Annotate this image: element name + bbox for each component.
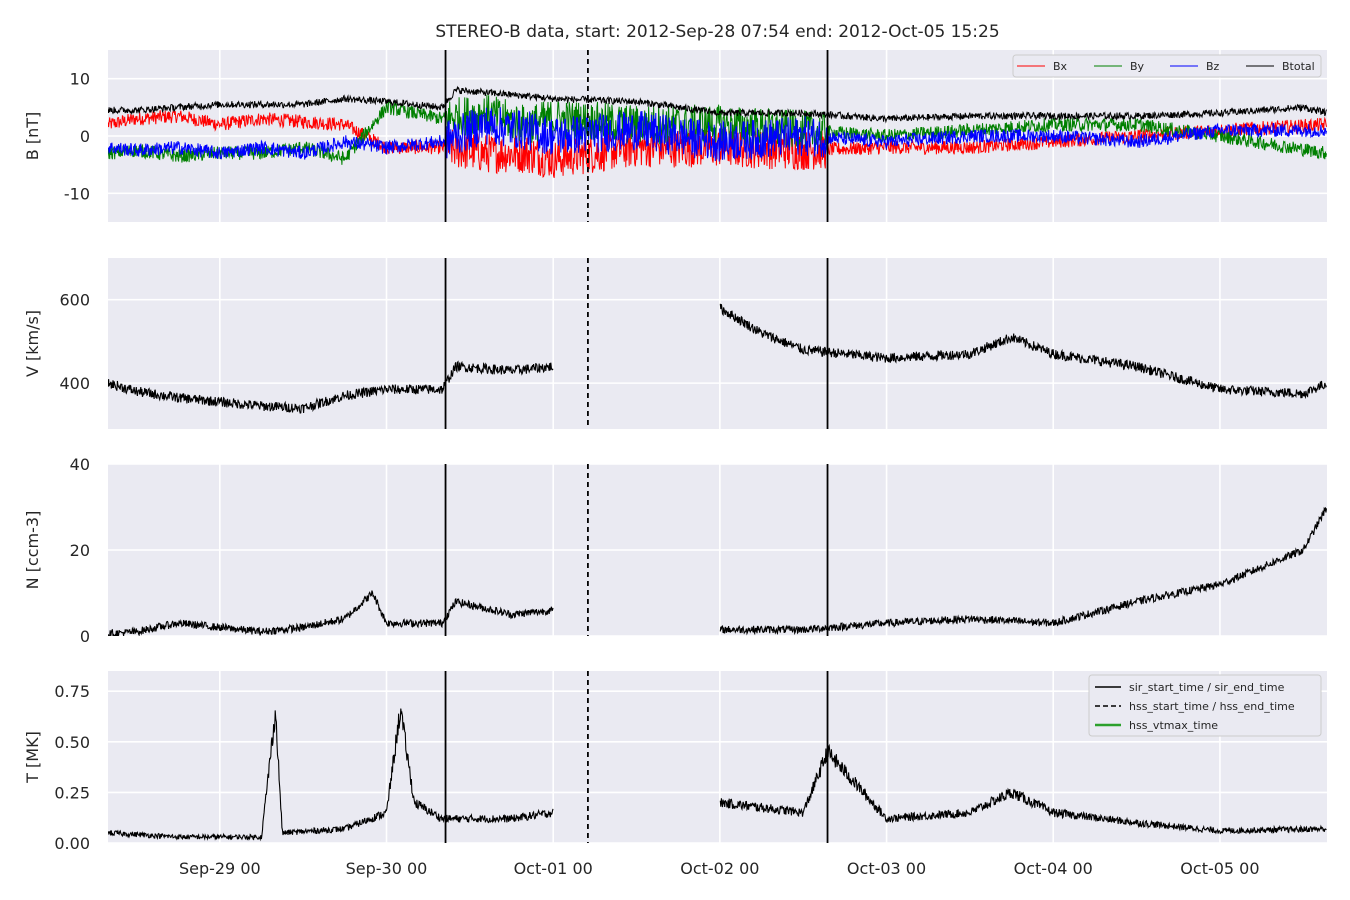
panel-T-ytick-label: 0.00 [54, 834, 90, 853]
x-tick-label: Oct-02 00 [680, 859, 759, 878]
panel-T-ytick-label: 0.50 [54, 733, 90, 752]
legend-b-label-bx: Bx [1053, 60, 1068, 73]
x-tick-label: Sep-29 00 [179, 859, 261, 878]
panel-T-ylabel: T [MK] [23, 731, 42, 784]
panel-N-ytick-label: 20 [70, 541, 90, 560]
panel-B-series-bz-line [108, 107, 1327, 162]
legend-b-box [1012, 54, 1322, 78]
panel-N-ytick-label: 0 [80, 627, 90, 646]
x-tick-label: Oct-05 00 [1180, 859, 1259, 878]
x-tick-label: Sep-30 00 [346, 859, 428, 878]
legend-b-label-bz: Bz [1206, 60, 1220, 73]
panel-T-ytick-label: 0.75 [54, 682, 90, 701]
panel-B-ytick-label: 10 [70, 70, 90, 89]
panel-T-series-t-line [108, 708, 1327, 842]
x-tick-label: Oct-04 00 [1014, 859, 1093, 878]
legend-b-label-btotal: Btotal [1282, 60, 1315, 73]
panel-N-ytick-label: 40 [70, 455, 90, 474]
legend-events-label-2: hss_vtmax_time [1129, 719, 1218, 732]
legend-b-label-by: By [1130, 60, 1145, 73]
panel-B-ytick-label: 0 [80, 127, 90, 146]
legend-events-label-1: hss_start_time / hss_end_time [1129, 700, 1295, 713]
legend-events-box [1088, 674, 1322, 737]
panel-V-ylabel: V [km/s] [23, 310, 42, 377]
panel-N-series-n-line [108, 506, 1327, 636]
chart-title: STEREO-B data, start: 2012-Sep-28 07:54 … [435, 22, 999, 42]
legend-events-label-0: sir_start_time / sir_end_time [1129, 681, 1285, 694]
panel-V-ytick-label: 600 [59, 291, 90, 310]
panel-V-series-v-line [108, 303, 1327, 414]
x-tick-label: Oct-01 00 [514, 859, 593, 878]
panel-T-ytick-label: 0.25 [54, 783, 90, 802]
panel-N-ylabel: N [ccm-3] [23, 511, 42, 590]
x-tick-label: Oct-03 00 [847, 859, 926, 878]
panel-B-series-btotal-line [108, 85, 1327, 124]
panel-B-ytick-label: -10 [64, 184, 90, 203]
panel-B-ylabel: B [nT] [23, 112, 42, 160]
panel-V-background [108, 258, 1327, 429]
panel-V-ytick-label: 400 [59, 374, 90, 393]
